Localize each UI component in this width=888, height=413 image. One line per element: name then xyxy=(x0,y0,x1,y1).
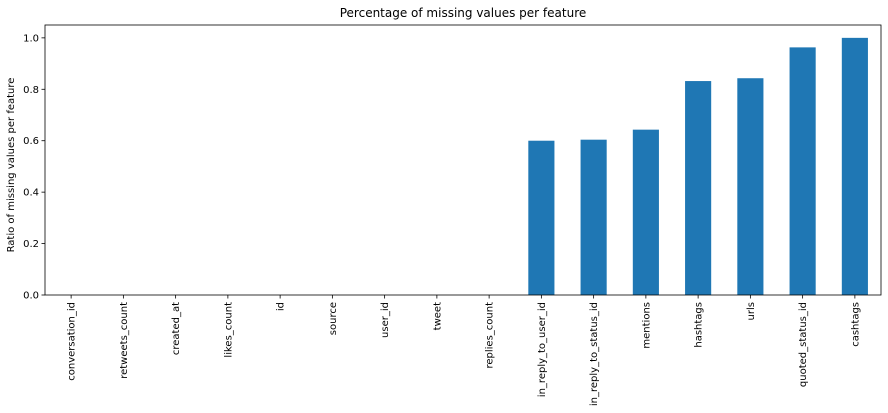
bar-in-reply-to-status-id xyxy=(580,139,607,295)
x-tick-label: tweet xyxy=(432,302,443,330)
x-tick-label: in_reply_to_user_id xyxy=(537,302,548,397)
plot-frame xyxy=(44,24,882,296)
x-tick-label: in_reply_to_status_id xyxy=(589,302,600,406)
y-tick-label: 0.4 xyxy=(23,188,39,199)
bar-quoted-status-id xyxy=(789,47,816,295)
y-tick-label: 0.2 xyxy=(23,239,39,250)
x-tick-label: cashtags xyxy=(850,302,861,347)
x-tick-label: retweets_count xyxy=(119,302,130,379)
x-tick-label: user_id xyxy=(380,302,391,338)
x-tick-label: quoted_status_id xyxy=(798,302,809,387)
x-tick-label: likes_count xyxy=(223,302,234,358)
x-tick-label: created_at xyxy=(171,302,182,355)
y-axis-label: Ratio of missing values per feature xyxy=(6,78,17,253)
y-tick-label: 0.8 xyxy=(23,85,39,96)
bar-hashtags xyxy=(685,81,712,295)
chart-title: Percentage of missing values per feature xyxy=(340,6,587,20)
x-tick-label: conversation_id xyxy=(67,302,78,381)
bar-cashtags xyxy=(841,37,868,295)
x-tick-label: hashtags xyxy=(694,302,705,348)
x-tick-label: replies_count xyxy=(485,302,496,369)
bar-urls xyxy=(737,78,764,295)
x-tick-label: id xyxy=(276,302,287,311)
y-tick-label: 0.0 xyxy=(23,291,39,302)
x-tick-label: source xyxy=(328,302,339,335)
x-tick-label: mentions xyxy=(641,302,652,349)
bar-mentions xyxy=(632,129,659,295)
plot-area: 0.0 0.2 0.4 0.6 0.8 1.0 conversation_id retweet… xyxy=(23,24,882,406)
x-tick-label: urls xyxy=(746,302,757,320)
y-tick-label: 1.0 xyxy=(23,33,39,44)
bar-in-reply-to-user-id xyxy=(528,140,555,295)
y-tick-label: 0.6 xyxy=(23,136,39,147)
